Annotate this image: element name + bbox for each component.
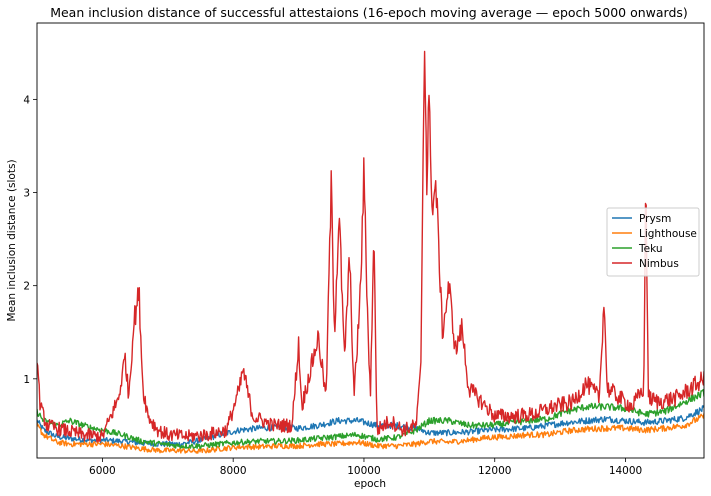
plot-frame: [36, 22, 705, 459]
series-line-lighthouse: [37, 413, 704, 454]
plot-area: [37, 50, 704, 454]
chart-title: Mean inclusion distance of successful at…: [50, 5, 688, 20]
y-tick-label: 4: [23, 94, 30, 106]
y-tick-label: 2: [23, 281, 30, 293]
legend-label-nimbus: Nimbus: [639, 258, 679, 270]
x-tick-label: 14000: [609, 465, 642, 477]
legend-box: [606, 207, 700, 277]
series-line-teku: [37, 388, 704, 450]
y-tick-label: 3: [23, 188, 30, 200]
legend-label-lighthouse: Lighthouse: [639, 228, 697, 240]
legend-label-teku: Teku: [638, 243, 663, 255]
legend: Prysm Lighthouse Teku Nimbus: [606, 207, 700, 277]
axis-ticks: 6000 8000 10000 12000 14000 1 2 3 4: [23, 94, 642, 477]
x-axis-label: epoch: [354, 478, 386, 490]
series-line-nimbus: [37, 50, 704, 443]
legend-label-prysm: Prysm: [639, 213, 671, 225]
x-tick-label: 6000: [89, 465, 116, 477]
x-tick-label: 8000: [220, 465, 247, 477]
x-tick-label: 10000: [347, 465, 380, 477]
x-tick-label: 12000: [478, 465, 511, 477]
y-axis-label: Mean inclusion distance (slots): [6, 159, 18, 321]
y-tick-label: 1: [23, 374, 30, 386]
